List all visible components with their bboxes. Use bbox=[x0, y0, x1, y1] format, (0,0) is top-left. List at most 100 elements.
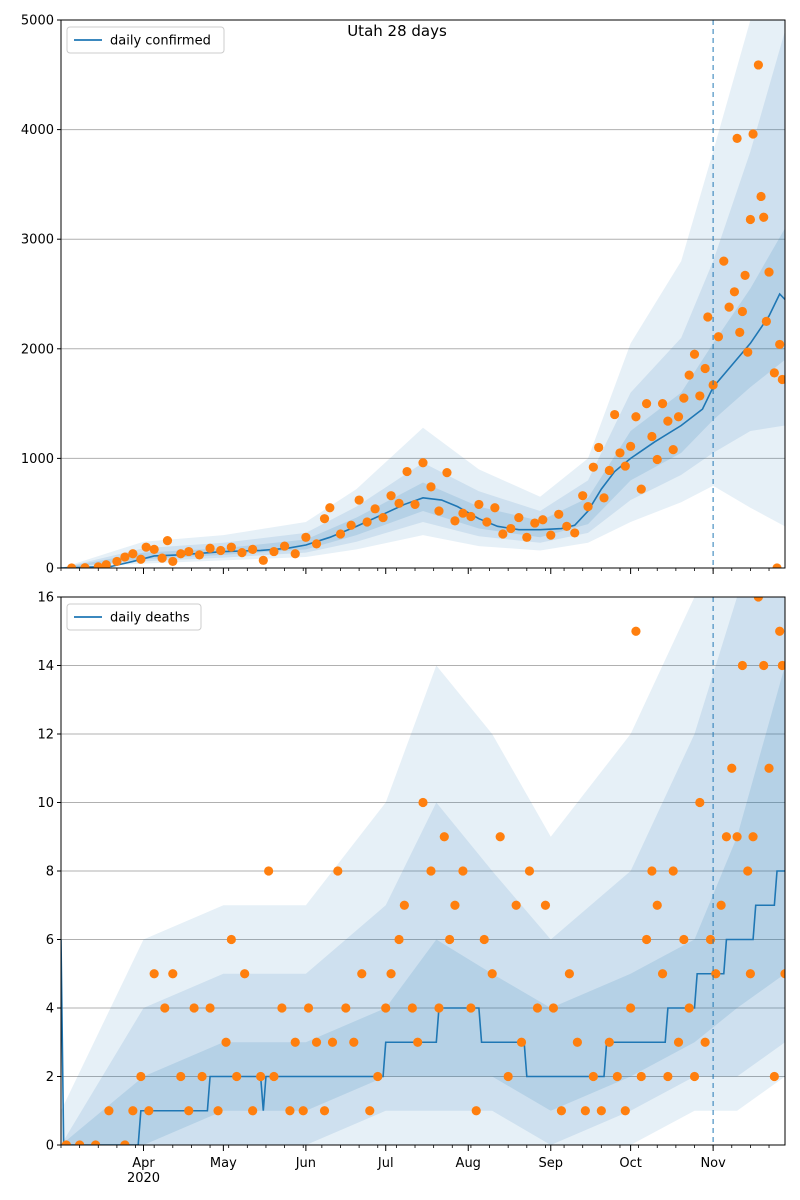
deaths-observed-point bbox=[213, 1106, 223, 1116]
deaths-ytick-label: 4 bbox=[46, 1002, 54, 1017]
confirmed-observed-point bbox=[737, 306, 748, 317]
confirmed-observed-point bbox=[695, 391, 705, 401]
deaths-observed-point bbox=[168, 969, 178, 979]
deaths-observed-point bbox=[604, 1037, 614, 1047]
confirmed-observed-point bbox=[386, 491, 396, 501]
deaths-band-inner bbox=[61, 665, 785, 1145]
confirmed-observed-point bbox=[620, 461, 630, 471]
deaths-observed-point bbox=[386, 969, 396, 979]
confirmed-legend-box bbox=[66, 26, 225, 54]
deaths-observed-point bbox=[684, 1003, 694, 1013]
deaths-observed-point bbox=[232, 1071, 242, 1082]
confirmed-observed-point bbox=[426, 482, 436, 492]
deaths-observed-point bbox=[652, 900, 662, 910]
deaths-observed-point bbox=[612, 1071, 622, 1082]
deaths-observed-point bbox=[596, 1106, 606, 1116]
deaths-observed-point bbox=[120, 1140, 130, 1145]
deaths-observed-point bbox=[373, 1071, 383, 1082]
confirmed-observed-point bbox=[370, 504, 380, 514]
deaths-observed-point bbox=[524, 866, 535, 876]
xtick-label: Jun bbox=[295, 1156, 316, 1171]
confirmed-observed-point bbox=[319, 514, 330, 524]
confirmed-observed-point bbox=[522, 532, 532, 542]
confirmed-observed-point bbox=[724, 302, 734, 312]
confirmed-ytick-label: 3000 bbox=[21, 233, 54, 248]
confirmed-observed-point bbox=[684, 370, 694, 380]
deaths-observed-point bbox=[657, 969, 668, 979]
deaths-ytick-label: 6 bbox=[46, 933, 54, 948]
confirmed-observed-point bbox=[732, 133, 742, 143]
confirmed-observed-point bbox=[67, 563, 77, 568]
deaths-observed-point bbox=[128, 1106, 138, 1116]
confirmed-observed-point bbox=[562, 521, 572, 531]
confirmed-observed-point bbox=[652, 454, 662, 465]
deaths-observed-point bbox=[572, 1037, 582, 1047]
deaths-observed-point bbox=[104, 1106, 114, 1116]
xtick-label: May bbox=[210, 1156, 237, 1171]
deaths-observed-point bbox=[556, 1106, 567, 1116]
confirmed-observed-point bbox=[301, 532, 311, 542]
deaths-observed-point bbox=[516, 1037, 527, 1047]
confirmed-observed-point bbox=[248, 544, 258, 554]
deaths-observed-point bbox=[727, 763, 737, 773]
deaths-observed-point bbox=[184, 1106, 194, 1116]
confirmed-observed-point bbox=[482, 517, 492, 527]
confirmed-observed-point bbox=[216, 545, 226, 556]
deaths-observed-point bbox=[298, 1106, 308, 1116]
confirmed-observed-point bbox=[578, 491, 588, 501]
confirmed-observed-point bbox=[93, 562, 103, 568]
deaths-observed-point bbox=[365, 1106, 375, 1116]
confirmed-ytick-label: 1000 bbox=[21, 452, 54, 467]
confirmed-observed-point bbox=[753, 60, 763, 70]
deaths-observed-point bbox=[745, 969, 755, 979]
confirmed-observed-point bbox=[136, 554, 146, 564]
confirmed-observed-point bbox=[410, 499, 420, 510]
deaths-observed-point bbox=[737, 660, 748, 671]
deaths-observed-point bbox=[439, 832, 449, 842]
confirmed-observed-point bbox=[205, 543, 215, 553]
confirmed-observed-point bbox=[226, 542, 236, 552]
confirmed-observed-point bbox=[418, 458, 428, 468]
confirmed-observed-point bbox=[583, 502, 593, 512]
deaths-observed-point bbox=[450, 900, 460, 910]
confirmed-observed-point bbox=[777, 374, 785, 385]
confirmed-observed-point bbox=[157, 553, 167, 563]
deaths-observed-point bbox=[61, 1140, 71, 1145]
deaths-observed-point bbox=[540, 900, 551, 910]
deaths-observed-point bbox=[748, 832, 758, 842]
deaths-observed-point bbox=[620, 1106, 630, 1116]
deaths-observed-point bbox=[503, 1071, 513, 1082]
deaths-observed-point bbox=[418, 797, 428, 808]
deaths-observed-point bbox=[269, 1071, 279, 1082]
deaths-observed-point bbox=[303, 1003, 314, 1013]
confirmed-observed-point bbox=[466, 511, 476, 522]
confirmed-observed-point bbox=[346, 520, 356, 530]
confirmed-observed-point bbox=[530, 518, 540, 528]
deaths-observed-point bbox=[311, 1037, 322, 1047]
xtick-label: Sep bbox=[539, 1156, 564, 1171]
deaths-observed-point bbox=[588, 1071, 598, 1082]
confirmed-observed-point bbox=[657, 399, 668, 409]
confirmed-observed-point bbox=[689, 349, 700, 359]
confirmed-observed-point bbox=[128, 549, 138, 559]
confirmed-panel: 0 1000 2000 3000 4000 5000 daily confirmed bbox=[21, 14, 786, 577]
deaths-observed-point bbox=[327, 1037, 338, 1047]
deaths-observed-point bbox=[753, 597, 763, 602]
deaths-ytick-label: 0 bbox=[46, 1139, 54, 1154]
confirmed-observed-point bbox=[498, 529, 508, 539]
confirmed-band-inner bbox=[61, 228, 785, 568]
confirmed-observed-point bbox=[101, 560, 111, 568]
confirmed-observed-point bbox=[729, 287, 740, 297]
deaths-observed-point bbox=[277, 1003, 287, 1013]
confirmed-observed-point bbox=[290, 549, 300, 559]
deaths-observed-point bbox=[144, 1106, 154, 1116]
confirmed-observed-point bbox=[120, 552, 130, 562]
confirmed-observed-point bbox=[335, 529, 346, 539]
deaths-observed-point bbox=[413, 1037, 423, 1047]
deaths-observed-point bbox=[780, 969, 785, 979]
deaths-observed-point bbox=[75, 1140, 85, 1145]
confirmed-observed-point bbox=[378, 512, 388, 523]
deaths-observed-point bbox=[479, 934, 489, 945]
deaths-observed-point bbox=[434, 1003, 444, 1013]
